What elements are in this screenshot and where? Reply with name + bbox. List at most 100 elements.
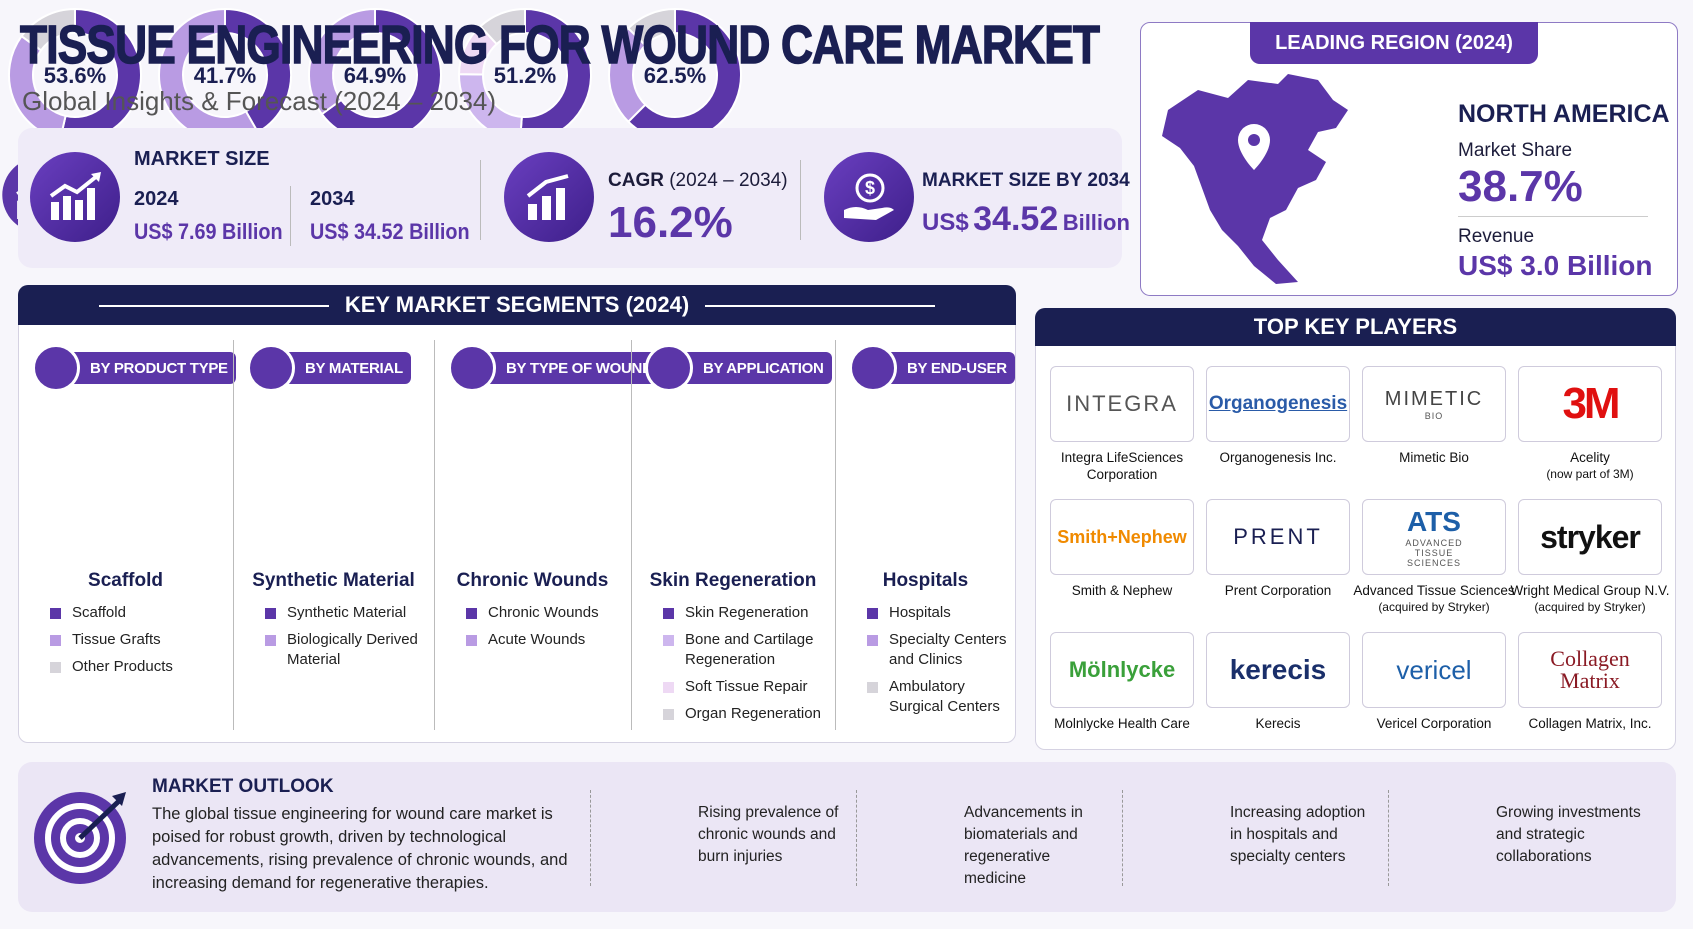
donut-label: 53.6%	[44, 63, 106, 88]
currency: US$	[922, 209, 969, 236]
segment-columns: BY PRODUCT TYPE 53.6% Scaffold Scaffold Tiss…	[0, 0, 1693, 730]
divider	[856, 790, 857, 886]
legend-text: Biologically Derived Material	[287, 631, 418, 668]
legend-item: Organ Regeneration	[663, 704, 827, 724]
divider	[233, 340, 234, 730]
player-logo: stryker	[1540, 518, 1641, 555]
legend-text: Hospitals	[889, 604, 951, 621]
caption-text: Acelity	[1570, 450, 1610, 465]
player-card: Organogenesis	[1206, 366, 1350, 442]
tag-icon	[448, 344, 496, 392]
donut-segment	[320, 7, 442, 142]
legend: Hospitals Specialty Centers and Clinics Am…	[867, 603, 1008, 724]
unit: Billion	[1062, 210, 1130, 235]
driver-text: Increasing adoption in hospitals and spe…	[1230, 804, 1366, 865]
region-name: NORTH AMERICA	[1458, 100, 1670, 128]
player-logo: vericel	[1396, 654, 1472, 685]
driver-text: Rising prevalence of chronic wounds and …	[698, 804, 839, 865]
divider	[800, 160, 801, 240]
divider	[1458, 216, 1648, 217]
player-caption: Mimetic Bio	[1352, 449, 1516, 466]
caption-text: Kerecis	[1255, 716, 1301, 731]
rule	[98, 305, 329, 308]
legend-swatch	[663, 608, 674, 619]
legend-text: Ambulatory Surgical Centers	[889, 678, 1000, 715]
player-caption: Integra LifeSciences Corporation	[1040, 449, 1204, 483]
player-logo: ATS	[1407, 506, 1461, 537]
caption-text: Wright Medical Group N.V.	[1510, 583, 1670, 598]
legend: Synthetic Material Biologically Derived M…	[265, 603, 426, 677]
player-logo: INTEGRA	[1066, 391, 1178, 416]
icon-money: $	[824, 152, 914, 242]
tag-text: BY APPLICATION	[703, 359, 824, 377]
icon-target	[34, 792, 126, 884]
donut-label: 64.9%	[344, 63, 406, 88]
player-card: Smith+Nephew	[1050, 499, 1194, 575]
legend-text: Skin Regeneration	[685, 604, 809, 621]
caption-text: Prent Corporation	[1224, 583, 1332, 598]
divider	[590, 790, 591, 886]
legend-swatch	[867, 635, 878, 646]
leader-label: Skin Regeneration	[649, 570, 817, 591]
legend-swatch	[663, 682, 674, 693]
divider	[835, 340, 836, 730]
player-caption: Wright Medical Group N.V. (acquired by St…	[1508, 582, 1672, 616]
caption-text: Smith & Nephew	[1071, 583, 1173, 598]
player-card: Mölnlycke	[1050, 632, 1194, 708]
legend-item: Other Products	[50, 657, 225, 677]
legend-swatch	[50, 608, 61, 619]
segments-heading: KEY MARKET SEGMENTS (2024)	[344, 292, 690, 317]
player-logo-sub: ADVANCED TISSUE SCIENCES	[1405, 538, 1463, 568]
segment-tag: BY MATERIAL	[247, 344, 411, 392]
player-logo: MIMETIC	[1384, 387, 1484, 410]
legend-item: Ambulatory Surgical Centers	[867, 677, 1008, 717]
year: 2034	[310, 188, 355, 210]
share-value: 38.7%	[1458, 162, 1583, 211]
segment-tag: BY APPLICATION	[645, 344, 832, 392]
market-2034: US$ 34.52 Billion	[922, 200, 1130, 239]
value: 34.52	[973, 200, 1059, 238]
divider	[1122, 790, 1123, 886]
legend-swatch	[466, 635, 477, 646]
title: TISSUE ENGINEERING FOR WOUND CARE MARKET	[19, 14, 1100, 76]
player-caption: Collagen Matrix, Inc.	[1508, 715, 1672, 732]
player-caption: Acelity (now part of 3M)	[1508, 449, 1672, 483]
legend-item: Acute Wounds	[466, 630, 623, 650]
caption-text: Collagen Matrix, Inc.	[1528, 716, 1652, 731]
legend-item: Specialty Centers and Clinics	[867, 630, 1008, 670]
tag-icon	[32, 344, 80, 392]
caption-note: (acquired by Stryker)	[1378, 600, 1490, 614]
legend-text: Acute Wounds	[488, 631, 586, 648]
player-logo: PRENT	[1233, 524, 1323, 549]
caption-text: Vericel Corporation	[1376, 716, 1492, 731]
legend-item: Biologically Derived Material	[265, 630, 426, 670]
legend-text: Organ Regeneration	[685, 705, 821, 722]
divider	[480, 160, 481, 240]
player-caption: Organogenesis Inc.	[1196, 449, 1360, 466]
legend-item: Hospitals	[867, 603, 1008, 623]
legend: Scaffold Tissue Grafts Other Products	[50, 603, 225, 684]
player-caption: Vericel Corporation	[1352, 715, 1516, 732]
player-logo: Smith+Nephew	[1057, 526, 1187, 547]
share-label: Market Share	[1458, 140, 1573, 161]
segments-title: KEY MARKET SEGMENTS (2024)	[18, 285, 1016, 325]
map	[1162, 74, 1348, 284]
leader-label: Chronic Wounds	[456, 570, 609, 591]
legend-text: Tissue Grafts	[72, 631, 161, 648]
legend-swatch	[663, 709, 674, 720]
player-card: kerecis	[1206, 632, 1350, 708]
rule	[705, 305, 936, 308]
legend-swatch	[867, 608, 878, 619]
outlook-title: MARKET OUTLOOK	[152, 776, 334, 797]
legend-item: Scaffold	[50, 603, 225, 623]
player-caption: Prent Corporation	[1196, 582, 1360, 599]
legend-text: Bone and Cartilage Regeneration	[685, 631, 814, 668]
segment-tag: BY PRODUCT TYPE	[32, 344, 236, 392]
legend-text: Scaffold	[72, 604, 126, 621]
legend-swatch	[663, 635, 674, 646]
segment-tag: BY TYPE OF WOUND	[448, 344, 661, 392]
divider	[290, 186, 291, 246]
cagr-period: (2024 – 2034)	[669, 170, 788, 191]
